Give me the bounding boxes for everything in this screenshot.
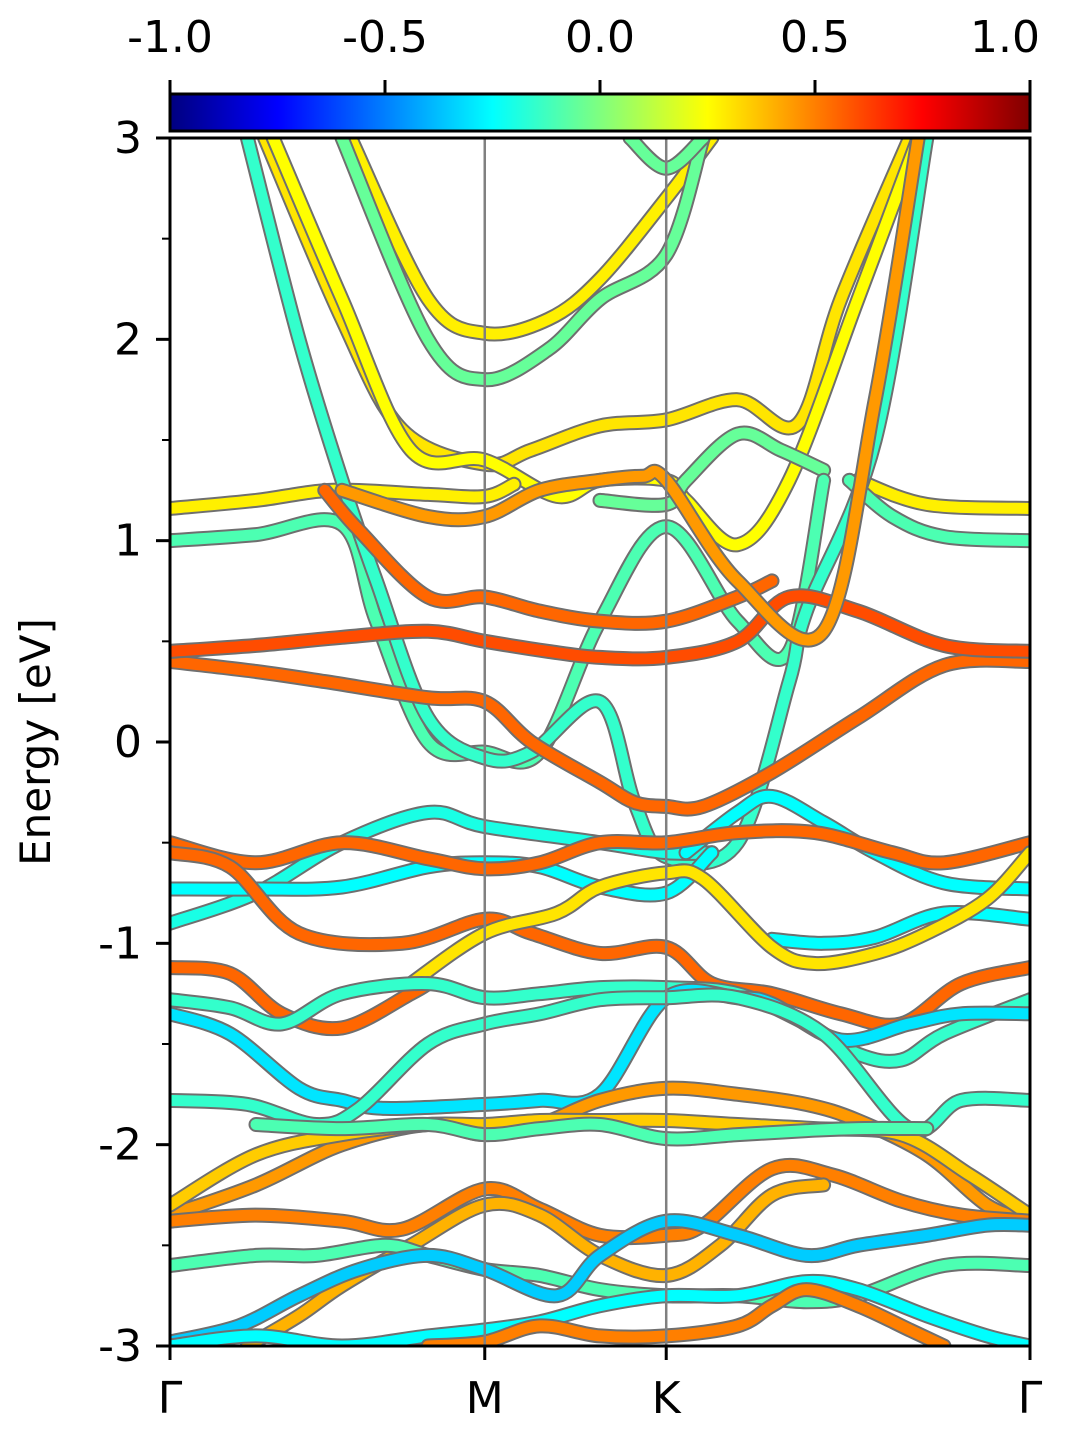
band-line-22: [170, 962, 434, 1035]
band-line-11: [170, 654, 1030, 815]
colorbar-tick-label-3: 0.5: [780, 12, 850, 63]
y-axis: 3 2 1 0 -1 -2 -3: [98, 113, 170, 1372]
kpoint-lines: [483, 138, 668, 1346]
band-line-8: [170, 474, 830, 768]
band-line-16: [680, 790, 1030, 895]
x-tick-label-2: K: [652, 1373, 682, 1424]
colorbar-gradient: [168, 92, 1032, 133]
band-line-13: [319, 484, 778, 629]
band-line-28: [250, 1118, 933, 1145]
colorbar: -1.0 -0.5 0.0 0.5 1.0: [127, 12, 1040, 133]
band-line-18: [766, 906, 1030, 949]
band-line-24: [170, 984, 1030, 1114]
band-lines: [170, 138, 1030, 1346]
y-axis-label: Energy [eV]: [11, 618, 60, 866]
band-line-23: [170, 978, 1030, 1067]
x-tick-label-3: Γ: [1018, 1373, 1043, 1424]
x-tick-label-0: Γ: [158, 1373, 183, 1424]
y-tick-label-0: 3: [114, 113, 142, 164]
y-tick-label-5: -2: [98, 1120, 142, 1171]
y-tick-label-2: 1: [114, 516, 142, 567]
y-tick-label-3: 0: [114, 717, 142, 768]
band-line-3: [336, 138, 709, 386]
band-outline-8: [170, 472, 832, 770]
band-line-19: [170, 825, 1030, 875]
band-line-21: [405, 847, 1030, 990]
y-tick-label-1: 2: [114, 314, 142, 365]
x-tick-label-1: M: [466, 1373, 504, 1424]
band-line-34: [422, 1284, 950, 1346]
y-tick-label-6: -3: [98, 1321, 142, 1372]
colorbar-tick-label-2: 0.0: [565, 12, 635, 63]
band-line-7: [852, 474, 1030, 514]
colorbar-tick-label-0: -1.0: [127, 12, 213, 63]
colorbar-tick-label-1: -0.5: [342, 12, 428, 63]
colorbar-tick-label-4: 1.0: [970, 12, 1040, 63]
band-line-5: [594, 427, 830, 511]
y-tick-label-4: -1: [98, 918, 142, 969]
band-line-12: [170, 590, 1030, 665]
band-line-32: [170, 1215, 1030, 1346]
band-line-9: [843, 474, 1030, 547]
band-line-29: [170, 1159, 1030, 1244]
band-line-10: [241, 138, 933, 869]
